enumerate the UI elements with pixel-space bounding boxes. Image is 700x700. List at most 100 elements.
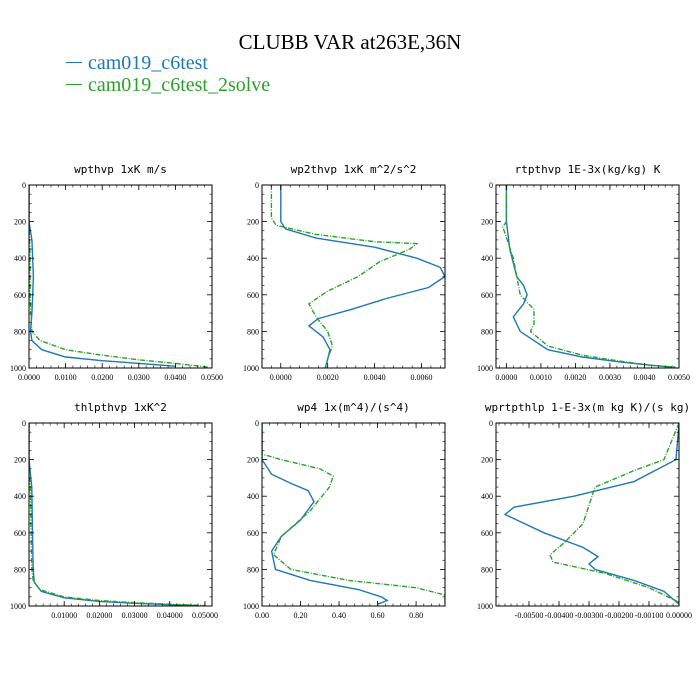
- panel-5-xtick-label-0: 0.00: [255, 611, 269, 620]
- panel-4-ytick-label-5: 1000: [10, 602, 26, 611]
- panel-1-xtick-label-5: 0.0500: [201, 373, 223, 382]
- panel-3-xtick-label-5: 0.0050: [668, 373, 690, 382]
- panel-3-ytick-label-2: 400: [481, 254, 493, 263]
- panel-4-xtick-label-3: 0.04000: [157, 611, 183, 620]
- panel-3-series-1: [505, 185, 673, 368]
- panel-3-xtick-label-4: 0.0040: [633, 373, 655, 382]
- panel-1-ytick-label-2: 400: [14, 254, 26, 263]
- panel-3-ytick-label-0: 0: [489, 181, 493, 190]
- panel-5-xtick-label-4: 0.80: [409, 611, 423, 620]
- legend-swatch-1: [66, 61, 82, 64]
- panel-5-series-1: [262, 423, 389, 605]
- panel-1-xtick-label-4: 0.0400: [164, 373, 186, 382]
- panel-4-xtick-label-0: 0.01000: [51, 611, 77, 620]
- panel-5-xtick-label-2: 0.40: [332, 611, 346, 620]
- panel-6-ytick-label-5: 1000: [477, 602, 493, 611]
- panel-2-xtick-label-2: 0.0040: [364, 373, 386, 382]
- panel-4-ytick-label-2: 400: [14, 492, 26, 501]
- panel-3-xtick-label-3: 0.0030: [599, 373, 621, 382]
- legend-label-1: cam019_c6test: [88, 52, 208, 74]
- legend: cam019_c6test cam019_c6test_2solve: [66, 52, 270, 96]
- panel-6-xtick-label-1: -0.00400: [545, 611, 574, 620]
- panel-2-title: wp2thvp 1xK m^2/s^2: [291, 163, 417, 176]
- panel-1-ytick-label-0: 0: [22, 181, 26, 190]
- panel-1-frame: [28, 184, 213, 369]
- panel-2-ytick-label-3: 600: [247, 291, 259, 300]
- panel-4-series-1: [29, 423, 195, 606]
- panel-2-ytick-label-2: 400: [247, 254, 259, 263]
- panel-5-ytick-label-3: 600: [247, 529, 259, 538]
- panel-4-ytick-label-3: 600: [14, 529, 26, 538]
- panel-1-series-1: [29, 185, 176, 367]
- panel-6-xtick-label-0: -0.00500: [515, 611, 544, 620]
- panel-4: thlpthvp 1xK^2 0 200 400 600 800 1000 0.01000 0.…: [10, 401, 218, 620]
- panel-2: wp2thvp 1xK m^2/s^2 0 200 400 600 800 1000 0.00…: [243, 163, 446, 382]
- panel-3-frame: [495, 184, 680, 369]
- panel-3-series-2: [502, 185, 676, 368]
- panel-1-xtick-label-1: 0.0100: [55, 373, 77, 382]
- panel-4-xtick-label-4: 0.05000: [192, 611, 218, 620]
- panel-3-ytick-label-3: 600: [481, 291, 493, 300]
- panel-5-ytick-label-4: 800: [247, 565, 259, 574]
- panel-3: rtpthvp 1E-3x(kg/kg) K020040060080010000…: [477, 163, 690, 382]
- panel-6-ytick-label-4: 800: [481, 565, 493, 574]
- panel-1-ytick-label-4: 800: [14, 327, 26, 336]
- panel-2-xtick-label-3: 0.0060: [411, 373, 433, 382]
- panel-1-ytick-label-5: 1000: [10, 364, 26, 373]
- panel-1-xtick-label-2: 0.0200: [91, 373, 113, 382]
- legend-item-series-1: cam019_c6test: [66, 52, 270, 74]
- panel-5-xtick-label-3: 0.60: [371, 611, 385, 620]
- panel-1-series-2: [29, 185, 209, 368]
- legend-label-2: cam019_c6test_2solve: [88, 74, 271, 96]
- panel-3-title: rtpthvp 1E-3x(kg/kg) K: [515, 163, 661, 176]
- panel-6: wprtpthlp 1-E-3x(m kg K)/(s kg) 0 200 400 60…: [477, 401, 692, 620]
- panel-6-ytick-label-3: 600: [481, 529, 493, 538]
- panel-6-xtick-label-5: 0.00000: [666, 611, 692, 620]
- chart-main-title: CLUBB VAR at263E,36N: [238, 30, 462, 54]
- panel-3-ytick-label-5: 1000: [477, 364, 493, 373]
- panel-1-ytick-label-3: 600: [14, 291, 26, 300]
- panel-3-xtick-label-1: 0.0010: [530, 373, 552, 382]
- panel-2-ytick-label-0: 0: [255, 181, 259, 190]
- panel-4-title: thlpthvp 1xK^2: [74, 401, 167, 414]
- panel-6-xtick-label-3: -0.00200: [605, 611, 634, 620]
- panel-6-series-1: [503, 423, 679, 605]
- panel-3-ytick-label-4: 800: [481, 327, 493, 336]
- legend-item-series-2: cam019_c6test_2solve: [66, 74, 270, 96]
- panel-5-frame: [261, 422, 446, 607]
- panel-5-ytick-label-2: 400: [247, 492, 259, 501]
- panel-5-series-2: [262, 423, 445, 605]
- panel-5-ytick-label-5: 1000: [243, 602, 259, 611]
- panel-4-ytick-label-1: 200: [14, 456, 26, 465]
- panel-4-ytick-label-0: 0: [22, 419, 26, 428]
- panel-1-xtick-label-0: 0.0000: [18, 373, 40, 382]
- panel-3-xtick-label-2: 0.0020: [564, 373, 586, 382]
- panel-6-frame: [495, 422, 680, 607]
- panel-2-xtick-label-0: 0.0000: [270, 373, 292, 382]
- panel-1-ytick-label-1: 200: [14, 218, 26, 227]
- panel-3-ytick-label-1: 200: [481, 218, 493, 227]
- panel-2-xtick-label-1: 0.0020: [317, 373, 339, 382]
- panel-6-xtick-label-2: -0.00300: [575, 611, 604, 620]
- panel-6-xtick-label-4: -0.00100: [635, 611, 664, 620]
- panel-1-xtick-label-3: 0.0300: [128, 373, 150, 382]
- panel-4-ytick-label-4: 800: [14, 565, 26, 574]
- panel-2-ytick-label-1: 200: [247, 218, 259, 227]
- panel-6-ytick-label-0: 0: [489, 419, 493, 428]
- panel-6-title: wprtpthlp 1-E-3x(m kg K)/(s kg): [485, 401, 690, 414]
- panel-2-series-2: [270, 185, 419, 368]
- panel-2-ytick-label-5: 1000: [243, 364, 259, 373]
- panel-6-ytick-label-2: 400: [481, 492, 493, 501]
- panel-5-title: wp4 1x(m^4)/(s^4): [297, 401, 410, 414]
- panel-4-xtick-label-1: 0.02000: [86, 611, 112, 620]
- panel-6-ytick-label-1: 200: [481, 456, 493, 465]
- panel-6-series-2: [549, 423, 679, 603]
- panel-5-ytick-label-0: 0: [255, 419, 259, 428]
- panel-2-frame: [261, 184, 446, 369]
- panel-5-ytick-label-1: 200: [247, 456, 259, 465]
- panel-3-xtick-label-0: 0.0000: [495, 373, 517, 382]
- panel-4-frame: [28, 422, 213, 607]
